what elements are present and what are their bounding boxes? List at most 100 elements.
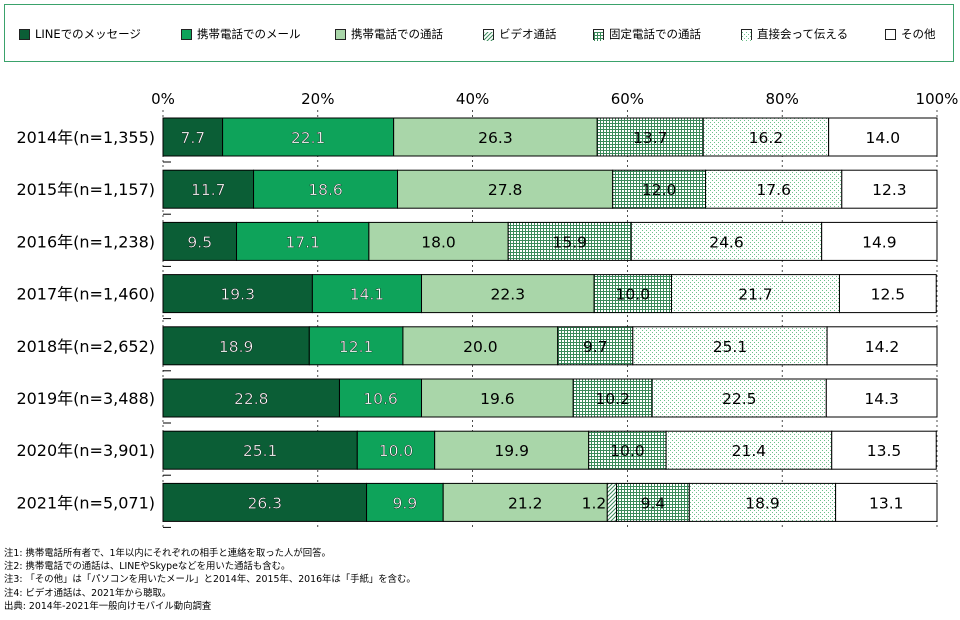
data-label: 1.2 bbox=[582, 494, 607, 512]
data-label: 11.7 bbox=[191, 181, 226, 199]
bar-segment-7 bbox=[841, 169, 938, 209]
data-label: 17.6 bbox=[756, 181, 791, 199]
data-label: 20.0 bbox=[463, 338, 498, 356]
data-label: 26.3 bbox=[248, 494, 283, 512]
bar-segment-7 bbox=[825, 378, 938, 418]
category-label: 2015年(n=1,157) bbox=[16, 180, 155, 199]
data-label: 15.9 bbox=[552, 233, 587, 251]
data-label: 17.1 bbox=[285, 233, 320, 251]
legend-label-5: 固定電話での通話 bbox=[609, 27, 701, 41]
bar-segment-2 bbox=[311, 274, 423, 314]
footnote-3: 注3: 「その他」は「パソコンを用いたメール」と2014年、2015年、2016… bbox=[4, 574, 416, 586]
data-label: 19.9 bbox=[494, 442, 529, 460]
bar-segment-6 bbox=[632, 326, 828, 366]
data-label: 13.5 bbox=[867, 442, 902, 460]
bar-segment-2 bbox=[236, 221, 370, 261]
legend-swatch-6 bbox=[741, 28, 752, 41]
category-label: 2018年(n=2,652) bbox=[16, 337, 155, 356]
data-label: 18.0 bbox=[421, 233, 456, 251]
bar-segment-1 bbox=[162, 169, 255, 209]
bar-segment-1 bbox=[162, 221, 238, 261]
bar-segment-3 bbox=[434, 430, 590, 470]
data-label: 9.7 bbox=[583, 338, 608, 356]
data-label: 10.0 bbox=[616, 286, 651, 304]
category-label: 2016年(n=1,238) bbox=[16, 232, 155, 251]
data-label: 19.3 bbox=[220, 286, 255, 304]
data-label: 12.3 bbox=[872, 181, 907, 199]
bar-segment-1 bbox=[162, 326, 310, 366]
legend-label-6: 直接会って伝える bbox=[757, 27, 849, 41]
bar-segment-2 bbox=[338, 378, 423, 418]
data-label: 18.9 bbox=[219, 338, 254, 356]
legend-label-2: 携帯電話でのメール bbox=[197, 27, 301, 41]
legend-swatch-4 bbox=[483, 28, 494, 41]
bar-segment-6 bbox=[630, 221, 823, 261]
data-label: 14.9 bbox=[862, 233, 897, 251]
footnote-2: 注2: 携帯電話での通話は、LINEやSkypeなどを用いた通話も含む。 bbox=[4, 561, 291, 573]
legend-label-3: 携帯電話での通話 bbox=[351, 27, 443, 41]
data-label: 9.4 bbox=[641, 494, 666, 512]
data-label: 13.7 bbox=[633, 129, 668, 147]
bar-segment-6 bbox=[665, 430, 833, 470]
category-label: 2020年(n=3,901) bbox=[16, 441, 155, 460]
data-label: 12.5 bbox=[871, 286, 906, 304]
category-label: 2017年(n=1,460) bbox=[16, 285, 155, 304]
stacked-bar-chart: 0% 20% 40% 60% 80% 100% 2014年(n=1,355) 7.7 22.1 2… bbox=[16, 90, 959, 530]
bar-segment-3 bbox=[397, 169, 614, 209]
data-label: 10.2 bbox=[595, 390, 630, 408]
footnote-5: 出典: 2014年-2021年一般向けモバイル動向調査 bbox=[4, 600, 212, 612]
data-label: 26.3 bbox=[478, 129, 513, 147]
legend-label-4: ビデオ通話 bbox=[499, 27, 557, 41]
bar-segment-3 bbox=[442, 482, 608, 522]
data-label: 22.3 bbox=[491, 286, 526, 304]
data-label: 12.0 bbox=[642, 181, 677, 199]
legend-item-5: 固定電話での通話 bbox=[593, 25, 701, 43]
data-label: 9.9 bbox=[393, 494, 418, 512]
bar-segment-1 bbox=[162, 430, 358, 470]
bar-segment-7 bbox=[828, 117, 938, 157]
bar-segment-6 bbox=[705, 169, 843, 209]
legend-swatch-2 bbox=[181, 28, 192, 40]
data-label: 14.3 bbox=[864, 390, 899, 408]
x-tick-label: 100% bbox=[916, 90, 959, 108]
legend-label-7: その他 bbox=[901, 27, 936, 41]
bar-segment-5 bbox=[612, 169, 707, 209]
x-tick-label: 40% bbox=[456, 90, 489, 108]
bar-segment-3 bbox=[402, 326, 559, 366]
bar-segment-5 bbox=[616, 482, 690, 522]
x-tick-label: 20% bbox=[301, 90, 334, 108]
data-label: 19.6 bbox=[480, 390, 515, 408]
data-label: 9.5 bbox=[187, 233, 212, 251]
legend-item-2: 携帯電話でのメール bbox=[181, 25, 301, 43]
bar-segment-2 bbox=[222, 117, 395, 157]
bar-segment-3 bbox=[421, 378, 574, 418]
data-label: 25.1 bbox=[243, 442, 278, 460]
legend-swatch-1 bbox=[19, 28, 30, 40]
bar-segment-3 bbox=[368, 221, 509, 261]
data-label: 18.6 bbox=[308, 181, 343, 199]
data-label: 10.0 bbox=[610, 442, 645, 460]
bar-segment-2 bbox=[356, 430, 436, 470]
legend-label-1: LINEでのメッセージ bbox=[35, 27, 141, 41]
category-label: 2014年(n=1,355) bbox=[16, 128, 155, 147]
data-label: 25.1 bbox=[713, 338, 748, 356]
bar-segment-1 bbox=[162, 482, 368, 522]
legend-item-1: LINEでのメッセージ bbox=[19, 25, 141, 43]
footnote-4: 注4: ビデオ通話は、2021年から聴取。 bbox=[4, 587, 172, 599]
data-label: 21.7 bbox=[738, 286, 773, 304]
bar-segment-6 bbox=[651, 378, 827, 418]
data-label: 21.2 bbox=[508, 494, 543, 512]
data-label: 27.8 bbox=[488, 181, 523, 199]
bar-segment-5 bbox=[596, 117, 704, 157]
bar-segment-1 bbox=[162, 274, 313, 314]
x-tick-label: 80% bbox=[766, 90, 799, 108]
data-label: 14.1 bbox=[350, 286, 385, 304]
bar-segment-5 bbox=[593, 274, 673, 314]
bar-segment-6 bbox=[702, 117, 830, 157]
bar-segment-2 bbox=[253, 169, 399, 209]
chart-legend: LINEでのメッセージ 携帯電話でのメール 携帯電話での通話 ビデオ通話 固定電話での通… bbox=[4, 4, 954, 62]
data-label: 7.7 bbox=[180, 129, 205, 147]
data-label: 22.5 bbox=[722, 390, 757, 408]
bar-segment-7 bbox=[838, 274, 937, 314]
legend-swatch-3 bbox=[335, 28, 346, 40]
